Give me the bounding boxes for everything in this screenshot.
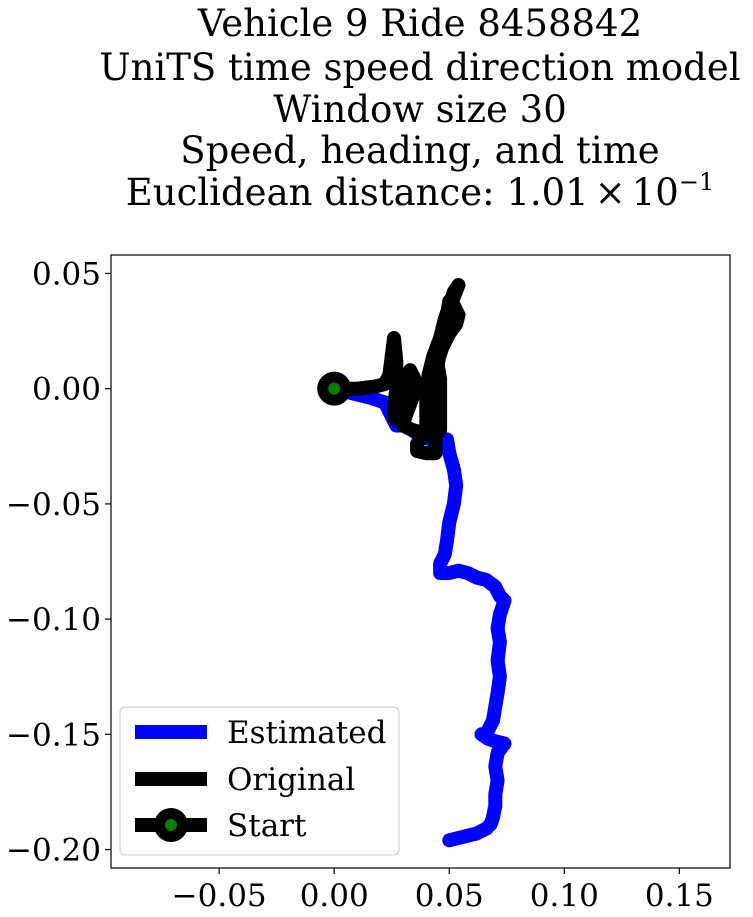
y-tick-label: 0.00 — [32, 372, 101, 408]
series-layer — [317, 278, 512, 848]
legend-label-estimated: Estimated — [227, 715, 386, 751]
legend-label-start: Start — [227, 808, 307, 844]
start-marker-inner — [328, 382, 341, 395]
legend-swatch-start-inner — [165, 819, 177, 831]
title-line-distance: Euclidean distance: 1.01 × 10−1 — [126, 168, 714, 214]
title-line-2: UniTS time speed direction model — [99, 46, 740, 89]
series-original-line — [327, 278, 466, 461]
y-axis-ticks: 0.05 0.00 −0.05 −0.10 −0.15 −0.20 — [6, 256, 111, 869]
x-tick-label: 0.00 — [300, 878, 369, 914]
x-tick-label: −0.05 — [172, 878, 267, 914]
x-tick-label: 0.05 — [415, 878, 484, 914]
y-tick-label: −0.10 — [6, 602, 101, 638]
title-line-3: Window size 30 — [273, 88, 567, 131]
y-tick-label: −0.20 — [6, 833, 101, 869]
x-axis-ticks: −0.05 0.00 0.05 0.10 0.15 — [172, 868, 714, 914]
distance-mantissa: 1.01 — [506, 171, 588, 214]
legend-label-original: Original — [227, 762, 355, 798]
y-tick-label: −0.05 — [6, 487, 101, 523]
legend: Estimated Original Start — [119, 706, 400, 856]
distance-times: × — [595, 171, 626, 214]
chart-title: Vehicle 9 Ride 8458842 UniTS time speed … — [99, 2, 740, 214]
distance-exponent: −1 — [679, 168, 714, 196]
title-line-1: Vehicle 9 Ride 8458842 — [197, 2, 642, 45]
distance-base: 10 — [632, 171, 679, 214]
y-tick-label: −0.15 — [6, 717, 101, 753]
title-line-4: Speed, heading, and time — [180, 129, 659, 172]
y-tick-label: 0.05 — [32, 256, 101, 292]
x-tick-label: 0.15 — [645, 878, 714, 914]
x-tick-label: 0.10 — [530, 878, 599, 914]
distance-prefix: Euclidean distance: — [126, 171, 507, 214]
